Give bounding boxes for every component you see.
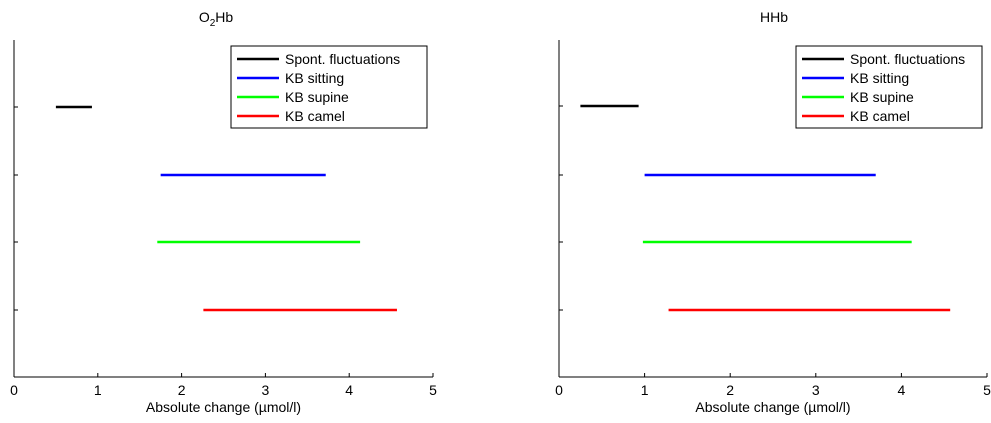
legend-label: KB sitting — [285, 70, 344, 86]
chart-panel-1: O2Hb 0 1 2 3 4 5 Absolute change (µmol/l) Spont.… — [10, 9, 437, 415]
legend: Spont. fluctuations KB sitting KB supine KB… — [230, 45, 428, 129]
legend-label: KB camel — [285, 108, 345, 124]
chart-title: O2Hb — [199, 9, 234, 29]
legend: Spont. fluctuations KB sitting KB supine KB… — [795, 45, 983, 129]
legend-label: KB sitting — [850, 70, 909, 86]
x-tick-label: 3 — [812, 382, 820, 398]
x-tick-label: 4 — [898, 382, 906, 398]
x-tick-label: 1 — [94, 382, 102, 398]
chart-title: HHb — [760, 9, 788, 25]
legend-label: Spont. fluctuations — [850, 51, 965, 67]
x-tick-label: 5 — [429, 382, 437, 398]
x-tick-label: 3 — [262, 382, 270, 398]
panels: O2Hb 0 1 2 3 4 5 Absolute change (µmol/l) Spont.… — [10, 9, 991, 415]
x-axis-label: Absolute change (µmol/l) — [695, 399, 850, 415]
legend-label: Spont. fluctuations — [285, 51, 400, 67]
x-tick-label: 0 — [10, 382, 18, 398]
x-tick-label: 4 — [345, 382, 353, 398]
legend-label: KB supine — [850, 89, 914, 105]
chart-panel-2: HHb 0 1 2 3 4 5 Absolute change (µmol/l) Spont. … — [555, 9, 991, 415]
legend-label: KB camel — [850, 108, 910, 124]
x-tick-label: 2 — [726, 382, 734, 398]
x-tick-label: 2 — [178, 382, 186, 398]
x-axis-label: Absolute change (µmol/l) — [146, 399, 301, 415]
x-tick-label: 1 — [641, 382, 649, 398]
legend-label: KB supine — [285, 89, 349, 105]
x-tick-label: 5 — [983, 382, 991, 398]
x-tick-label: 0 — [555, 382, 563, 398]
